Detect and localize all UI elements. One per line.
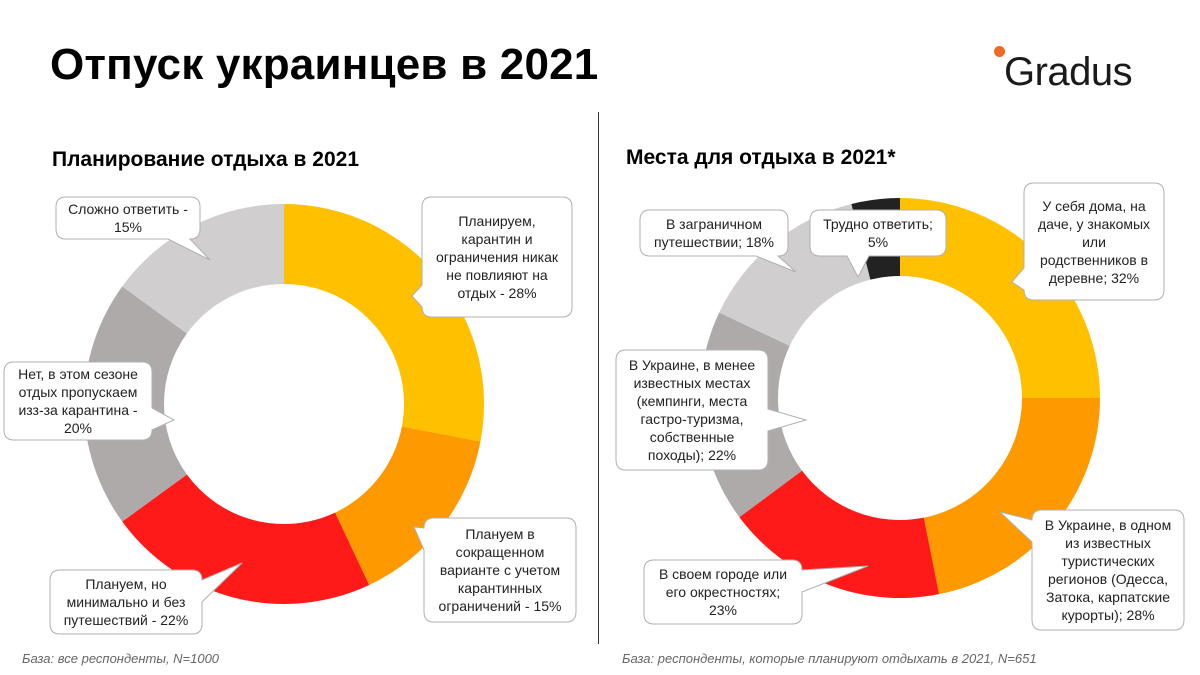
chart-2-callout-2 xyxy=(998,509,1185,631)
chart-1-data-label-4: Нет, в этом сезоне отдых пропускаем изз-… xyxy=(18,366,138,436)
chart-2-data-label-3: В своем городе или его окрестностях; 23% xyxy=(658,566,788,618)
chart-1-callout-2 xyxy=(413,517,577,623)
chart-1-slice-2 xyxy=(335,426,481,585)
chart-2-callout-4 xyxy=(615,349,808,471)
chart-1-data-label-3: Плануем, но минимально и без путешествий… xyxy=(63,576,189,628)
logo-dot-icon xyxy=(994,46,1005,57)
chart-1-data-label-1: Планируем, карантин и ограничения никак … xyxy=(435,213,558,301)
chart-divider xyxy=(598,112,599,644)
chart-2-callout-6 xyxy=(809,209,947,279)
chart-2-callout-3 xyxy=(643,559,869,625)
chart-1-callout-3 xyxy=(49,562,243,635)
chart-2-title: Места для отдыха в 2021* xyxy=(626,146,896,169)
chart-2-data-label-5: В заграничном путешествии; 18% xyxy=(654,216,774,250)
chart-1-data-label-2: Плануем в сокращенном варианте с учетом … xyxy=(438,526,562,614)
chart-1-title: Планирование отдыха в 2021 xyxy=(52,148,360,171)
chart-2-data-label-1: У себя дома, на даче, у знакомых или род… xyxy=(1037,197,1151,286)
page-title: Отпуск украинцев в 2021 xyxy=(50,40,599,89)
chart-2-callout-1 xyxy=(1011,182,1165,301)
chart-2-slice-1 xyxy=(900,198,1100,398)
chart-2-data-label-2: В Украине, в одном из известных туристич… xyxy=(1044,517,1172,623)
chart-2-callout-5 xyxy=(639,209,797,273)
gradus-logo: Gradus xyxy=(994,46,1154,94)
chart-1-callout-5 xyxy=(55,196,211,261)
chart-2-slice-2 xyxy=(923,398,1100,595)
chart-1-callout-1 xyxy=(411,196,573,318)
chart-1-slice-1 xyxy=(284,204,484,442)
chart-2-slice-3 xyxy=(739,470,940,598)
chart-1-callout-4 xyxy=(3,361,176,441)
chart-1-footnote: База: все респонденты, N=1000 xyxy=(22,651,220,666)
chart-1-slice-5 xyxy=(122,204,285,334)
chart-2-data-label-4: В Украине, в менее известных местах (кем… xyxy=(628,357,756,463)
chart-1-data-label-5: Сложно ответить - 15% xyxy=(68,201,188,235)
logo-text: Gradus xyxy=(1004,50,1133,94)
chart-2-data-label-6: Трудно ответить; 5% xyxy=(823,216,933,250)
chart-2-footnote: База: респонденты, которые планируют отд… xyxy=(622,651,1037,666)
